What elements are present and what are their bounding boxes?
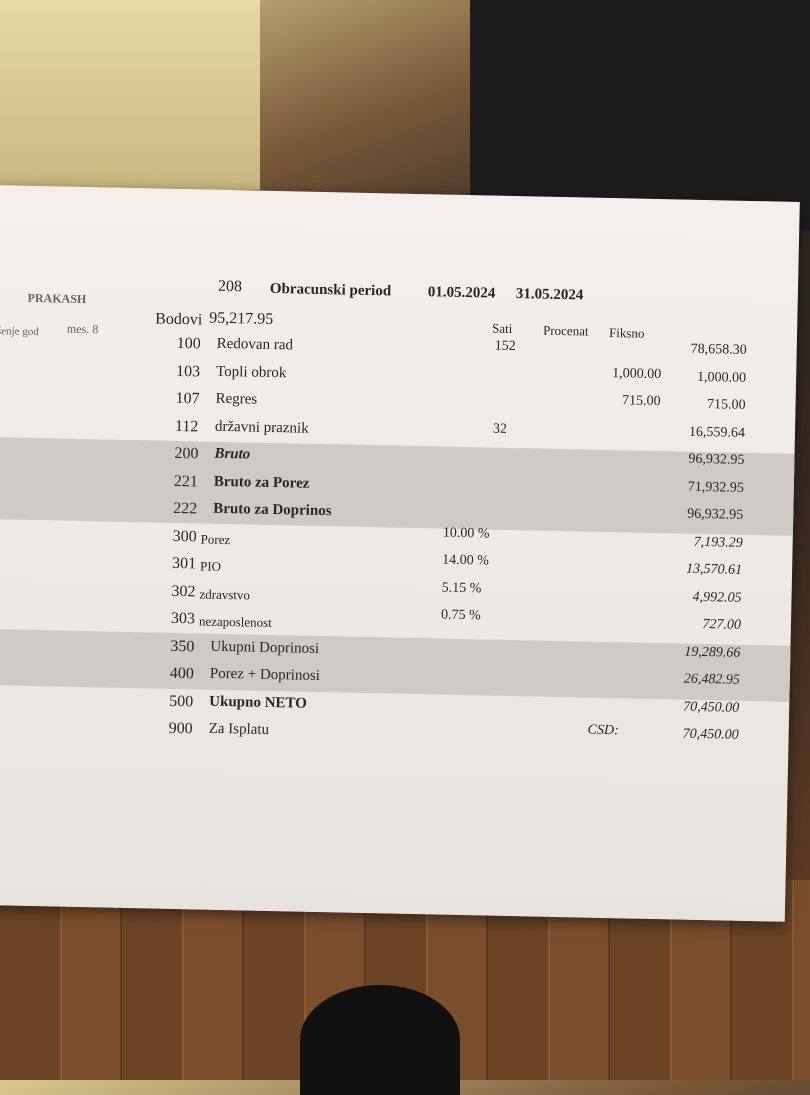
row-label: Ukupno NETO <box>209 693 308 712</box>
row-code: 221 <box>173 472 199 490</box>
row-code: 300 <box>172 527 197 545</box>
row-amount: 13,570.61 <box>685 561 743 578</box>
shaded-band-doprinosi <box>0 628 791 702</box>
row-code: 900 <box>168 719 193 738</box>
row-code: 112 <box>174 417 199 435</box>
row-label: Bruto za Doprinos <box>213 500 332 520</box>
row-code: 103 <box>175 362 201 380</box>
bodovi-value: 95,217.95 <box>209 309 274 328</box>
month-label: mes. 8 <box>66 321 99 337</box>
row-procenat: 0.75 % <box>440 607 481 624</box>
row-code: 100 <box>176 334 201 353</box>
row-label: nezaposlenost <box>198 613 272 630</box>
col-fiksno: Fiksno <box>608 324 645 341</box>
row-label: Za Isplatu <box>208 720 270 738</box>
left-fragment: šenje god <box>0 325 39 339</box>
row-sati: 32 <box>492 421 508 437</box>
period-label: Obracunski period <box>269 280 392 300</box>
row-amount: 715.00 <box>706 397 746 413</box>
row-code: 107 <box>175 389 200 408</box>
row-code: 303 <box>170 609 196 628</box>
row-amount: 7,193.29 <box>693 534 743 551</box>
row-code: 302 <box>171 582 196 600</box>
row-amount: 16,559.64 <box>688 424 746 441</box>
row-label: Regres <box>215 390 258 408</box>
row-amount: 727.00 <box>702 617 742 633</box>
row-amount: 78,658.30 <box>690 341 747 358</box>
row-amount: 71,932.95 <box>687 479 744 496</box>
row-amount: 96,932.95 <box>687 506 744 523</box>
row-label: Redovan rad <box>216 335 294 354</box>
row-label: Topli obrok <box>215 363 287 381</box>
row-label: Porez + Doprinosi <box>209 665 321 685</box>
row-code: 500 <box>169 692 194 710</box>
wall-background <box>0 0 260 190</box>
row-procenat: 14.00 % <box>442 552 490 569</box>
row-code: 400 <box>169 664 194 683</box>
row-amount: 19,289.66 <box>684 644 741 661</box>
bodovi-label: Bodovi <box>155 310 203 329</box>
col-procenat: Procenat <box>542 322 589 339</box>
row-sati: 152 <box>494 338 516 355</box>
employee-name: PRAKASH <box>27 290 87 307</box>
period-to: 31.05.2024 <box>515 286 584 304</box>
col-sati: Sati <box>491 320 513 336</box>
row-label: Bruto <box>214 445 251 463</box>
payslip: PRAKASH šenje god mes. 8 208 Obracunski … <box>0 185 800 922</box>
row-amount: 4,992.05 <box>692 589 742 606</box>
row-fiksno: CSD: <box>587 722 619 739</box>
row-amount: 1,000.00 <box>696 369 747 386</box>
row-code: 200 <box>174 444 199 463</box>
header-code: 208 <box>217 277 243 296</box>
dark-background <box>470 0 810 230</box>
row-label: Bruto za Porez <box>213 473 310 492</box>
row-label: PIO <box>199 558 222 574</box>
row-code: 350 <box>170 637 195 655</box>
period-from: 01.05.2024 <box>427 284 496 302</box>
row-amount: 26,482.95 <box>683 671 740 688</box>
row-label: zdravstvo <box>199 585 251 603</box>
row-amount: 96,932.95 <box>688 451 745 468</box>
shoe <box>300 985 460 1095</box>
row-label: državni praznik <box>214 418 309 437</box>
row-amount: 70,450.00 <box>683 699 740 716</box>
row-code: 301 <box>171 554 197 573</box>
row-label: Ukupni Doprinosi <box>210 638 320 657</box>
row-label: Porez <box>200 530 231 547</box>
row-procenat: 10.00 % <box>442 525 490 542</box>
row-amount: 70,450.00 <box>682 726 739 743</box>
row-code: 222 <box>173 499 198 518</box>
row-procenat: 5.15 % <box>441 580 482 596</box>
